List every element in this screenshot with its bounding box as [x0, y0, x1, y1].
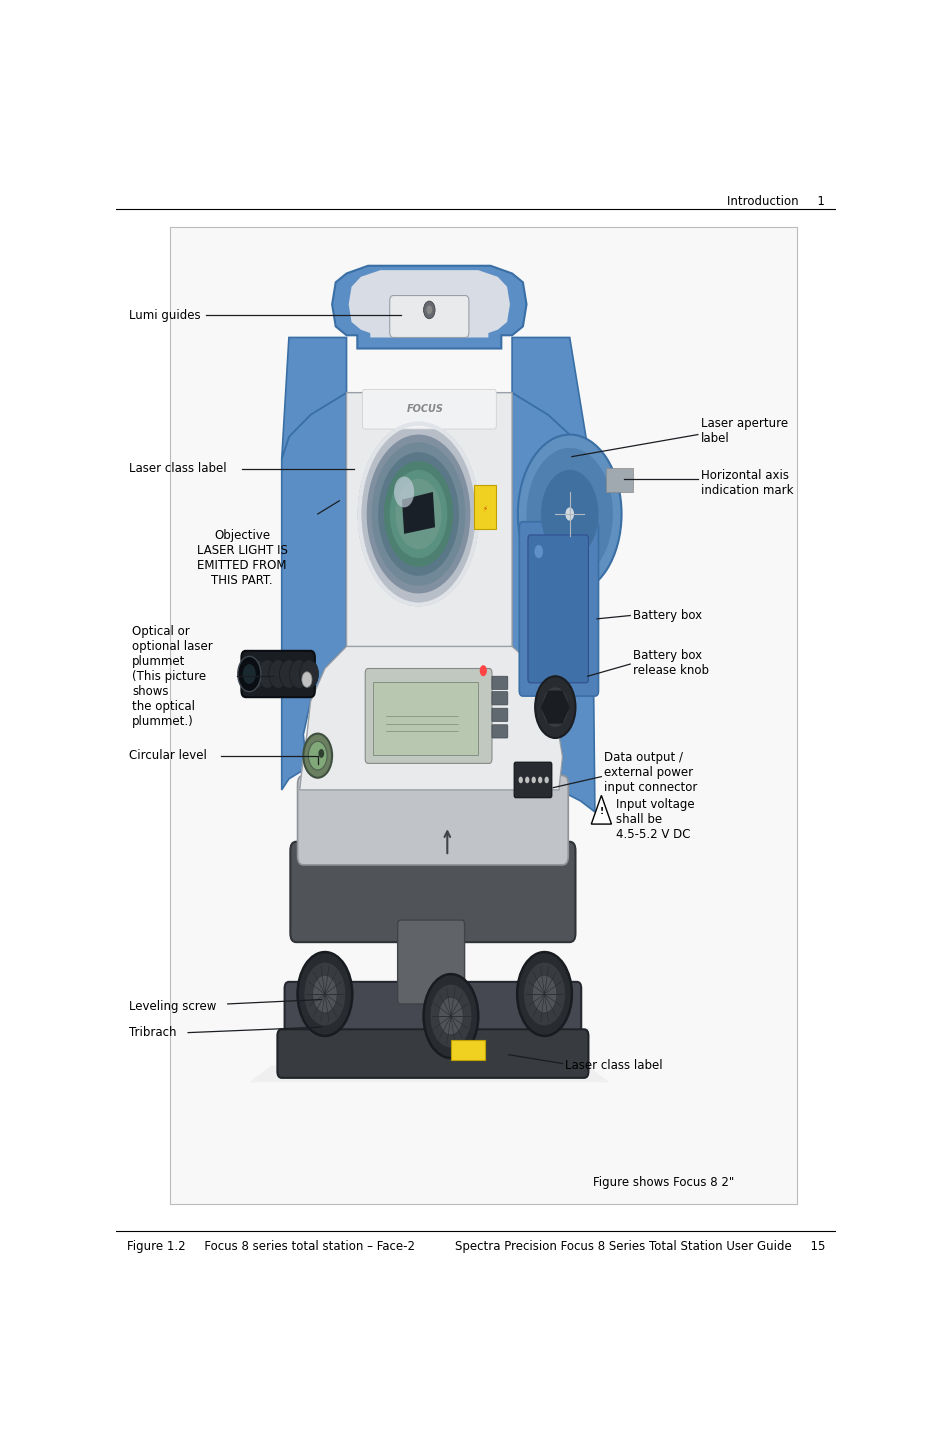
Circle shape: [532, 974, 556, 1013]
Circle shape: [542, 688, 568, 727]
FancyBboxPatch shape: [605, 467, 632, 492]
Circle shape: [300, 659, 318, 688]
FancyBboxPatch shape: [290, 841, 574, 941]
Circle shape: [423, 301, 434, 318]
Polygon shape: [281, 338, 346, 459]
Circle shape: [303, 734, 332, 778]
Text: Figure shows Focus 8 2": Figure shows Focus 8 2": [592, 1176, 733, 1189]
Circle shape: [279, 659, 298, 688]
Circle shape: [523, 963, 564, 1026]
Polygon shape: [346, 393, 511, 696]
Circle shape: [517, 434, 621, 593]
Text: Laser aperture
label: Laser aperture label: [700, 417, 787, 446]
Circle shape: [524, 777, 529, 784]
Circle shape: [430, 984, 470, 1048]
Circle shape: [318, 749, 324, 758]
Circle shape: [308, 741, 327, 770]
Circle shape: [517, 952, 572, 1036]
Polygon shape: [348, 271, 509, 338]
Circle shape: [426, 305, 432, 314]
Circle shape: [438, 997, 463, 1035]
Polygon shape: [402, 492, 434, 535]
Circle shape: [258, 659, 277, 688]
Text: Horizontal axis
indication mark: Horizontal axis indication mark: [700, 469, 793, 497]
FancyBboxPatch shape: [492, 725, 508, 738]
FancyBboxPatch shape: [284, 982, 581, 1050]
Circle shape: [312, 974, 337, 1013]
Circle shape: [535, 676, 574, 738]
Text: Battery box
release knob: Battery box release knob: [632, 649, 708, 676]
Circle shape: [518, 777, 522, 784]
Text: Data output /
external power
input connector: Data output / external power input conne…: [603, 751, 697, 794]
Circle shape: [531, 777, 535, 784]
FancyBboxPatch shape: [277, 1029, 587, 1078]
FancyBboxPatch shape: [362, 390, 496, 428]
FancyBboxPatch shape: [492, 708, 508, 721]
Text: Input voltage
shall be
4.5-5.2 V DC: Input voltage shall be 4.5-5.2 V DC: [615, 798, 693, 841]
Circle shape: [268, 659, 287, 688]
Circle shape: [383, 461, 453, 567]
Text: Objective
LASER LIGHT IS
EMITTED FROM
THIS PART.: Objective LASER LIGHT IS EMITTED FROM TH…: [197, 529, 288, 588]
FancyBboxPatch shape: [492, 692, 508, 705]
Circle shape: [540, 470, 598, 559]
Circle shape: [367, 434, 470, 593]
Circle shape: [395, 479, 441, 549]
FancyBboxPatch shape: [390, 295, 469, 338]
FancyBboxPatch shape: [373, 682, 477, 755]
Circle shape: [371, 443, 465, 586]
FancyBboxPatch shape: [527, 535, 587, 684]
FancyBboxPatch shape: [514, 762, 551, 798]
Text: Optical or
optional laser
plummet
(This picture
shows
the optical
plummet.): Optical or optional laser plummet (This …: [132, 625, 213, 728]
Circle shape: [565, 507, 574, 520]
Text: Battery box: Battery box: [632, 609, 702, 622]
Circle shape: [534, 545, 543, 557]
FancyBboxPatch shape: [241, 651, 315, 698]
Circle shape: [479, 665, 486, 676]
Polygon shape: [511, 393, 594, 813]
Polygon shape: [591, 795, 611, 824]
Polygon shape: [332, 265, 526, 348]
Circle shape: [423, 974, 478, 1058]
Circle shape: [378, 453, 458, 576]
FancyBboxPatch shape: [297, 775, 568, 866]
Text: Laser class label: Laser class label: [129, 463, 226, 476]
Circle shape: [247, 659, 265, 688]
FancyBboxPatch shape: [492, 676, 508, 689]
Text: Spectra Precision Focus 8 Series Total Station User Guide     15: Spectra Precision Focus 8 Series Total S…: [455, 1240, 824, 1252]
Text: Tribrach: Tribrach: [129, 1026, 176, 1039]
FancyBboxPatch shape: [365, 668, 492, 764]
Circle shape: [393, 477, 414, 507]
Circle shape: [304, 963, 345, 1026]
Polygon shape: [300, 646, 561, 790]
Circle shape: [359, 424, 477, 605]
Circle shape: [297, 952, 352, 1036]
Circle shape: [390, 470, 447, 559]
Text: Figure 1.2     Focus 8 series total station – Face-2: Figure 1.2 Focus 8 series total station …: [127, 1240, 415, 1252]
Circle shape: [242, 663, 255, 684]
Polygon shape: [249, 1066, 609, 1082]
FancyBboxPatch shape: [473, 486, 495, 529]
Circle shape: [537, 777, 542, 784]
Circle shape: [238, 656, 261, 692]
Text: !: !: [599, 807, 603, 817]
Text: Circular level: Circular level: [129, 749, 207, 762]
Text: FOCUS: FOCUS: [406, 404, 444, 414]
Polygon shape: [511, 338, 591, 470]
Text: ⚡: ⚡: [482, 506, 486, 512]
Text: Leveling screw: Leveling screw: [129, 1000, 216, 1013]
Text: Lumi guides: Lumi guides: [129, 310, 200, 322]
Text: Laser class label: Laser class label: [565, 1059, 663, 1072]
Circle shape: [302, 672, 312, 688]
Circle shape: [544, 777, 548, 784]
FancyBboxPatch shape: [519, 522, 598, 696]
FancyBboxPatch shape: [450, 1040, 485, 1060]
Circle shape: [526, 447, 612, 580]
FancyBboxPatch shape: [170, 228, 795, 1204]
FancyBboxPatch shape: [397, 920, 464, 1005]
Polygon shape: [540, 691, 569, 724]
Text: Introduction     1: Introduction 1: [727, 195, 824, 208]
Circle shape: [290, 659, 308, 688]
Polygon shape: [281, 393, 346, 790]
